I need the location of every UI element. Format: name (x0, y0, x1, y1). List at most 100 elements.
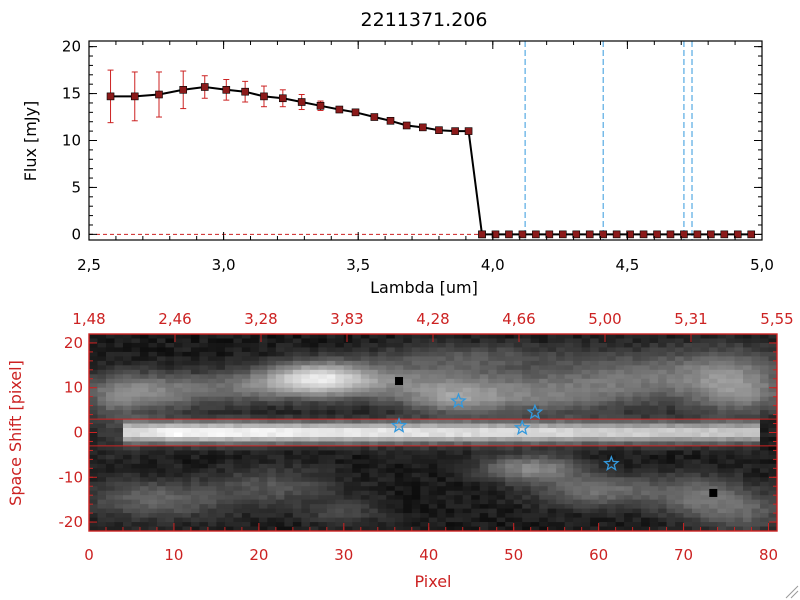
heatmap-cell (641, 347, 650, 353)
heatmap-cell (428, 477, 438, 483)
heatmap-cell (590, 347, 600, 353)
heatmap-cell (581, 463, 591, 469)
heatmap-cell (335, 526, 345, 532)
heatmap-cell (386, 392, 396, 398)
heatmap-cell (224, 499, 234, 505)
data-point-marker (222, 86, 231, 94)
heatmap-cell (547, 522, 557, 527)
heatmap-cell (216, 490, 226, 496)
heatmap-cell (369, 508, 379, 514)
heatmap-cell (598, 522, 608, 527)
heatmap-cell (590, 374, 600, 380)
heatmap-cell (241, 468, 251, 474)
heatmap-cell (190, 383, 200, 389)
heatmap-cell (428, 454, 438, 460)
heatmap-cell (768, 347, 778, 353)
heatmap-cell (751, 454, 761, 460)
heatmap-cell (360, 387, 370, 393)
heatmap-cell (318, 463, 328, 469)
heatmap-cell (250, 405, 260, 411)
heatmap-cell (216, 356, 226, 362)
heatmap-cell (700, 495, 710, 501)
heatmap-cell (105, 526, 115, 532)
heatmap-cell (505, 472, 515, 478)
heatmap-cell (522, 486, 532, 492)
heatmap-cell (632, 401, 642, 407)
heatmap-cell (658, 499, 667, 505)
heatmap-cell (624, 419, 633, 424)
heatmap-cell (573, 401, 583, 407)
heatmap-cell (207, 338, 217, 344)
heatmap-cell (556, 490, 566, 496)
heatmap-cell (471, 401, 481, 407)
heatmap-cell (326, 419, 336, 424)
heatmap-cell (658, 369, 667, 375)
heatmap-cell (530, 486, 540, 492)
heatmap-cell (683, 369, 693, 375)
heatmap-cell (89, 419, 98, 424)
heatmap-cell (692, 522, 701, 527)
heatmap-cell (420, 374, 430, 380)
heatmap-cell (717, 342, 727, 348)
heatmap-cell (114, 414, 124, 420)
heatmap-cell (369, 436, 379, 442)
heatmap-cell (131, 486, 141, 492)
resize-grip-icon[interactable] (785, 585, 799, 599)
heatmap-cell (615, 428, 625, 433)
heatmap-cell (224, 526, 234, 532)
heatmap-cell (284, 414, 294, 420)
heatmap-cell (564, 351, 574, 357)
heatmap-cell (564, 477, 574, 483)
heatmap-cell (386, 463, 396, 469)
heatmap-cell (496, 347, 506, 353)
heatmap-cell (165, 347, 175, 353)
heatmap-cell (241, 338, 251, 344)
heatmap-cell (309, 428, 319, 433)
heatmap-cell (148, 522, 158, 527)
heatmap-cell (547, 365, 557, 371)
heatmap-cell (360, 392, 370, 398)
heatmap-cell (717, 499, 727, 505)
heatmap-cell (530, 356, 540, 362)
heatmap-cell (233, 522, 243, 527)
heatmap-cell (505, 342, 515, 348)
heatmap-cell (411, 517, 421, 523)
heatmap-cell (122, 428, 132, 433)
heatmap-cell (105, 522, 115, 527)
heatmap-cell (318, 477, 328, 483)
heatmap-cell (454, 396, 464, 402)
heatmap-cell (496, 499, 506, 505)
heatmap-cell (326, 526, 336, 532)
heatmap-cell (105, 351, 115, 357)
heatmap-cell (199, 445, 209, 451)
heatmap-cell (530, 396, 540, 402)
heatmap-cell (165, 477, 175, 483)
heatmap-cell (386, 396, 396, 402)
heatmap-cell (624, 401, 633, 407)
heatmap-cell (241, 526, 251, 532)
heatmap-cell (216, 504, 226, 510)
heatmap-cell (301, 414, 311, 420)
heatmap-cell (199, 401, 209, 407)
heatmap-cell (428, 504, 438, 510)
x-tick-label: 4,0 (481, 256, 505, 274)
heatmap-cell (590, 356, 600, 362)
heatmap-cell (590, 450, 600, 456)
heatmap-cell (462, 410, 472, 415)
heatmap-cell (590, 445, 600, 451)
heatmap-cell (122, 360, 132, 366)
heatmap-cell (411, 481, 421, 487)
heatmap-cell (734, 405, 744, 411)
heatmap-cell (598, 436, 608, 442)
heatmap-cell (428, 441, 438, 447)
heatmap-cell (105, 428, 115, 433)
heatmap-cell (420, 508, 430, 514)
heatmap-cell (182, 432, 192, 438)
heatmap-cell (173, 374, 183, 380)
heatmap-cell (148, 342, 158, 348)
heatmap-cell (624, 508, 633, 514)
heatmap-cell (454, 517, 464, 523)
heatmap-cell (751, 334, 761, 339)
heatmap-cell (743, 436, 752, 442)
heatmap-cell (420, 347, 430, 353)
